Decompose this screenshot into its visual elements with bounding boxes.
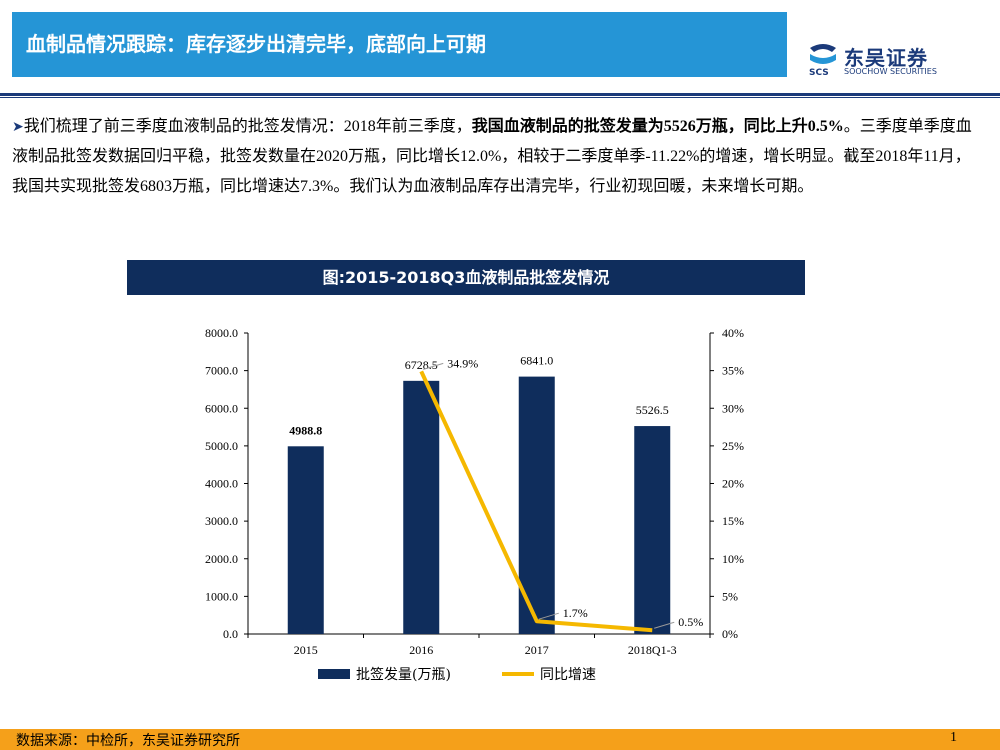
x-tick-label: 2015 <box>294 643 318 657</box>
bar-2015 <box>287 446 324 634</box>
left-tick-label: 7000.0 <box>205 364 238 378</box>
bar-value-label: 5526.5 <box>636 403 669 417</box>
chart-heading: 图:2015-2018Q3血液制品批签发情况 <box>127 260 805 295</box>
right-tick-label: 10% <box>722 552 744 566</box>
logo-mark-icon: SCS <box>809 44 836 78</box>
line-value-label: 1.7% <box>563 606 588 620</box>
left-tick-label: 5000.0 <box>205 439 238 453</box>
x-tick-label: 2018Q1-3 <box>628 643 677 657</box>
left-tick-label: 0.0 <box>223 627 238 641</box>
right-tick-label: 35% <box>722 364 744 378</box>
data-source: 数据来源：中检所，东吴证券研究所 <box>16 733 240 749</box>
paragraph-rest: 。三季度单季度血液制品批签发数据回归平稳，批签发数量在2020万瓶，同比增长12… <box>12 118 972 195</box>
legend-line-label: 同比增速 <box>540 667 596 683</box>
line-label-leader <box>538 612 559 620</box>
paragraph-intro: 我们梳理了前三季度血液制品的批签发情况：2018年前三季度， <box>23 118 472 135</box>
slide-title: 血制品情况跟踪：库存逐步出清完毕，底部向上可期 <box>12 12 787 77</box>
right-tick-label: 25% <box>722 439 744 453</box>
legend-line-swatch <box>502 672 534 676</box>
x-tick-label: 2016 <box>409 643 433 657</box>
bar-2016 <box>403 380 440 634</box>
left-tick-label: 4000.0 <box>205 477 238 491</box>
bar-2018Q1-3 <box>634 426 671 634</box>
logo-name-cn: 东吴证券 <box>844 46 928 70</box>
right-tick-label: 40% <box>722 326 744 340</box>
legend-bar-label: 批签发量(万瓶) <box>356 666 451 683</box>
left-tick-label: 8000.0 <box>205 326 238 340</box>
bullet-arrow-icon: ➤ <box>12 119 24 135</box>
line-value-label: 34.9% <box>447 356 478 370</box>
bar-value-label: 4988.8 <box>289 423 322 437</box>
header-rule <box>0 93 1000 96</box>
left-tick-label: 3000.0 <box>205 514 238 528</box>
footer-bar <box>0 729 1000 750</box>
right-tick-label: 20% <box>722 477 744 491</box>
right-tick-label: 5% <box>722 589 738 603</box>
right-tick-label: 0% <box>722 627 738 641</box>
bar-value-label: 6728.5 <box>405 358 438 372</box>
left-tick-label: 6000.0 <box>205 401 238 415</box>
paragraph-highlight: 我国血液制品的批签发量为5526万瓶，同比上升0.5% <box>471 118 844 135</box>
line-value-label: 0.5% <box>678 615 703 629</box>
growth-line <box>419 370 653 633</box>
company-logo: SCS 东吴证券 SOOCHOW SECURITIES <box>806 42 956 82</box>
line-label-leader <box>654 621 675 629</box>
right-tick-label: 15% <box>722 514 744 528</box>
page-number: 1 <box>950 730 957 745</box>
bar-value-label: 6841.0 <box>520 354 553 368</box>
left-tick-label: 1000.0 <box>205 589 238 603</box>
line-label-leader <box>423 362 444 370</box>
legend-bar-swatch <box>318 669 350 679</box>
left-tick-label: 2000.0 <box>205 552 238 566</box>
header-rule-thin <box>0 97 1000 98</box>
x-tick-label: 2017 <box>525 643 549 657</box>
summary-paragraph: ➤我们梳理了前三季度血液制品的批签发情况：2018年前三季度，我国血液制品的批签… <box>12 112 972 202</box>
right-tick-label: 30% <box>722 401 744 415</box>
logo-name-en: SOOCHOW SECURITIES <box>844 67 937 76</box>
logo-mark-text: SCS <box>809 68 829 78</box>
